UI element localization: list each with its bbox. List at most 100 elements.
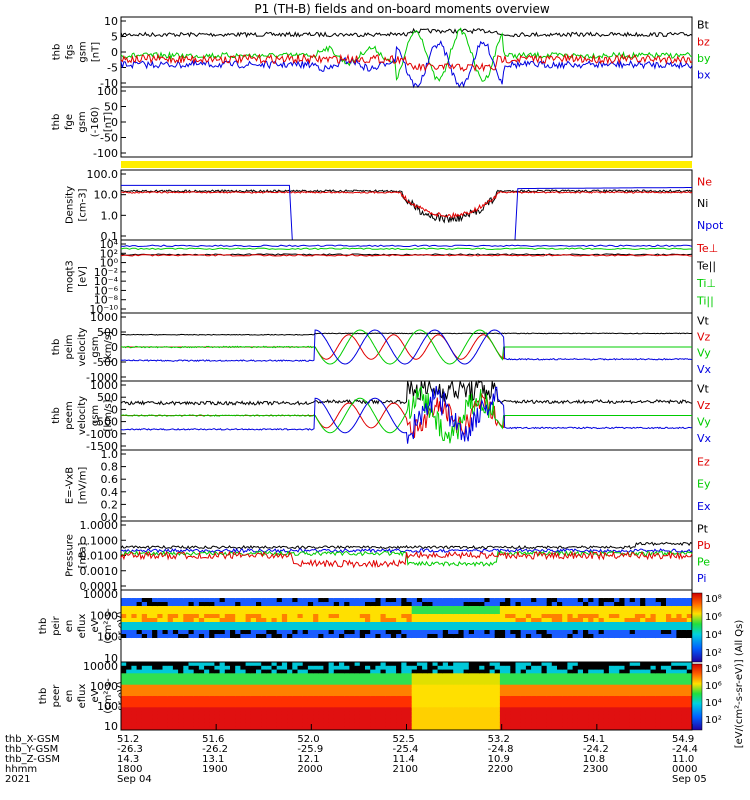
spectrogram-cell: [520, 598, 527, 603]
spectrogram-cell: [204, 714, 210, 720]
spectrogram-cell: [370, 669, 376, 674]
spectrogram-cell: [136, 594, 143, 599]
spectrogram-cell: [126, 692, 132, 697]
spectrogram-cell: [655, 673, 662, 678]
spectrogram-cell: [261, 646, 267, 651]
spectrogram-cell: [141, 606, 148, 611]
spectrogram-cell: [276, 614, 283, 619]
spectrogram-cell: [655, 642, 662, 647]
series-vy: [120, 329, 692, 365]
spectrogram-cell: [214, 673, 221, 678]
spectrogram-cell: [287, 673, 293, 678]
spectrogram-cell: [608, 688, 615, 693]
spectrogram-cell: [505, 630, 511, 635]
spectrogram-cell: [183, 634, 189, 639]
spectrogram-cell: [214, 658, 221, 663]
spectrogram-cell: [401, 606, 407, 611]
x-tick-label: 1800: [117, 764, 142, 775]
spectrogram-cell: [204, 638, 210, 643]
spectrogram-cell: [572, 680, 579, 686]
spectrogram-cell: [396, 688, 402, 693]
spectrogram-cell: [557, 677, 563, 682]
spectrogram-cell: [266, 662, 272, 667]
spectrogram-cell: [396, 662, 402, 667]
spectrogram-cell: [250, 638, 257, 643]
spectrogram-cell: [406, 699, 413, 705]
spectrogram-cell: [598, 658, 605, 663]
spectrogram-cell: [390, 669, 397, 674]
spectrogram-cell: [619, 630, 625, 635]
spectrogram-cell: [204, 718, 210, 723]
spectrogram-cell: [147, 590, 153, 595]
spectrogram-cell: [333, 650, 340, 655]
spectrogram-cell: [157, 642, 163, 647]
spectrogram-cell: [536, 662, 542, 667]
spectrogram-cell: [375, 726, 382, 731]
spectrogram-cell: [686, 626, 693, 631]
spectrogram-cell: [681, 610, 688, 615]
y-tick-label: 1000: [90, 311, 118, 324]
spectrogram-cell: [499, 602, 506, 607]
spectrogram-cell: [385, 626, 392, 631]
spectrogram-cell: [167, 646, 174, 651]
spectrogram-cell: [422, 646, 428, 651]
spectrogram-cell: [474, 590, 480, 595]
spectrogram-cell: [344, 662, 350, 667]
spectrogram-cell: [479, 703, 485, 708]
y-tick-label: 1.0: [101, 209, 119, 222]
spectrogram-cell: [458, 618, 465, 623]
spectrogram-cell: [619, 680, 625, 686]
spectrogram-cell: [660, 642, 667, 647]
spectrogram-cell: [489, 665, 496, 671]
spectrogram-cell: [448, 626, 454, 631]
spectrogram-cell: [608, 626, 615, 631]
spectrogram-cell: [614, 602, 620, 607]
spectrogram-cell: [333, 594, 340, 599]
spectrogram-cell: [245, 677, 252, 682]
spectrogram-cell: [427, 602, 433, 607]
spectrogram-cell: [297, 638, 304, 643]
spectrogram-cell: [333, 602, 340, 607]
spectrogram-cell: [531, 658, 537, 663]
spectrogram-cell: [167, 618, 174, 623]
spectrogram-cell: [204, 622, 210, 627]
spectrogram-cell: [235, 696, 241, 701]
spectrogram-cell: [390, 610, 397, 615]
spectrogram-cell: [588, 680, 594, 686]
spectrogram-cell: [660, 688, 667, 693]
spectrogram-cell: [531, 703, 537, 708]
spectrogram-cell: [686, 614, 693, 619]
spectrogram-cell: [583, 654, 589, 659]
spectrogram-cell: [214, 726, 221, 731]
spectrogram-cell: [520, 703, 527, 708]
spectrogram-cell: [121, 692, 127, 697]
spectrogram-cell: [235, 692, 241, 697]
spectrogram-cell: [224, 677, 231, 682]
spectrogram-cell: [318, 594, 324, 599]
spectrogram-cell: [136, 630, 143, 635]
spectrogram-cell: [489, 638, 496, 643]
spectrogram-cell: [676, 654, 683, 659]
spectrogram-cell: [141, 688, 148, 693]
spectrogram-cell: [541, 722, 548, 727]
spectrogram-cell: [281, 614, 288, 619]
spectrogram-cell: [525, 590, 532, 595]
spectrogram-cell: [448, 622, 454, 627]
spectrogram-cell: [583, 718, 589, 723]
spectrogram-cell: [676, 722, 683, 727]
spectrogram-cell: [302, 590, 309, 595]
spectrogram-cell: [655, 650, 662, 655]
spectrogram-cell: [520, 618, 527, 623]
spectrogram-cell: [152, 718, 158, 723]
spectrogram-cell: [411, 614, 418, 619]
spectrogram-cell: [183, 606, 189, 611]
legend-vt: Vt: [697, 314, 710, 327]
spectrogram-cell: [276, 602, 283, 607]
spectrogram-cell: [266, 684, 272, 689]
spectrogram-cell: [354, 714, 361, 720]
spectrogram-cell: [567, 626, 574, 631]
y-label-line: en: [64, 690, 75, 703]
spectrogram-cell: [178, 658, 184, 663]
spectrogram-cell: [598, 696, 605, 701]
spectrogram-cell: [235, 714, 241, 720]
